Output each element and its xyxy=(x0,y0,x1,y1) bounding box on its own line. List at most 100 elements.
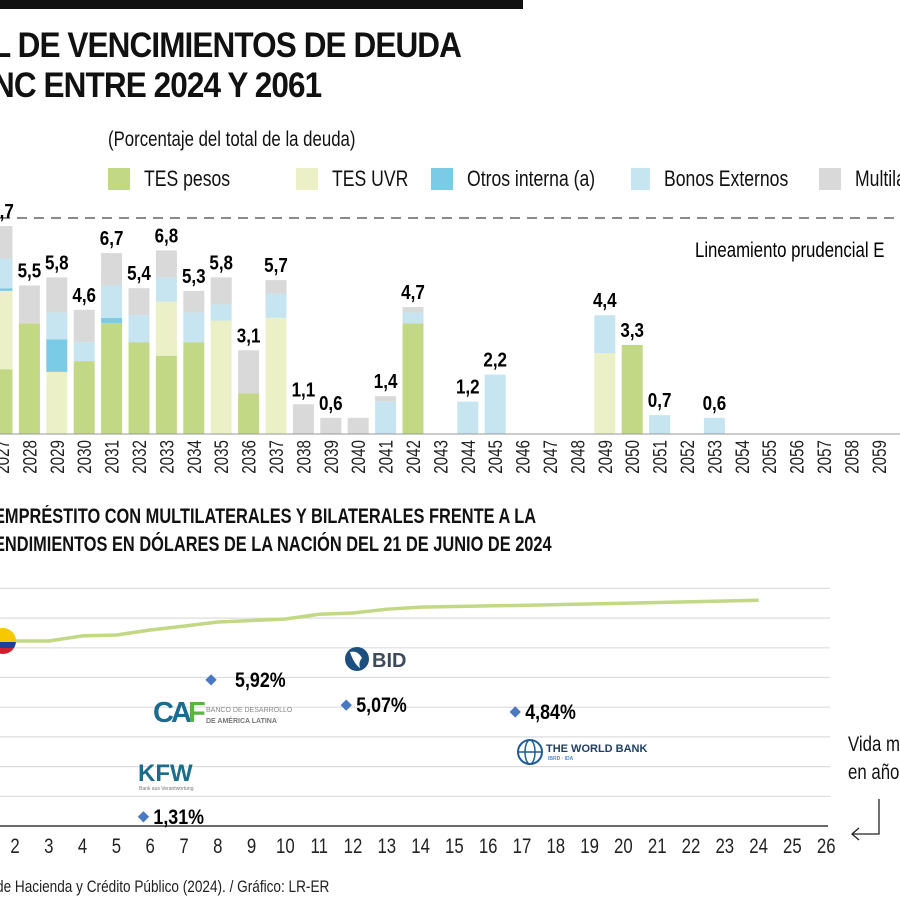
data-label-2044: 1,2 xyxy=(456,375,480,398)
x-tick-label-2045: 2045 xyxy=(485,440,507,474)
legend-swatch xyxy=(631,168,650,190)
x-tick-label-2038: 2038 xyxy=(293,440,315,474)
legend-item-bonos-externos: Bonos Externos xyxy=(631,166,819,192)
data-label-2032: 5,4 xyxy=(127,262,151,285)
reference-line-label: Lineamiento prudencial E xyxy=(695,239,884,262)
bar-segment-bonos-externos-2033 xyxy=(155,277,177,302)
x-tick-label-2041: 2041 xyxy=(375,440,397,474)
x-tick-label-2029: 2029 xyxy=(46,440,68,474)
point-label-caf: 5,92% xyxy=(235,669,286,693)
bar-segment-bonos-externos-2049 xyxy=(594,315,616,353)
x-tick-label-2043: 2043 xyxy=(430,440,452,474)
bar-segment-multilater-2034 xyxy=(183,290,205,313)
legend-label: Otros interna (a) xyxy=(467,166,596,191)
x-tick-label-22: 22 xyxy=(682,835,701,858)
bar-segment-multilater-2028 xyxy=(18,285,40,324)
bar-segment-tes-uvr-2033 xyxy=(155,301,177,356)
x-tick-label-3: 3 xyxy=(44,835,53,858)
subtitle: (Porcentaje del total de la deuda) xyxy=(108,128,356,151)
x-tick-label-2032: 2032 xyxy=(128,440,150,474)
bar-segment-tes-pesos-2027 xyxy=(0,369,13,434)
yield-curve-line xyxy=(15,598,759,643)
data-label-2045: 2,2 xyxy=(483,348,507,371)
bar-segment-bonos-externos-2041 xyxy=(375,401,397,434)
x-tick-label-2047: 2047 xyxy=(539,440,561,474)
x-tick-label-2057: 2057 xyxy=(813,440,835,474)
point-kfw xyxy=(137,811,150,823)
x-tick-label-2042: 2042 xyxy=(402,440,424,474)
x-tick-label-2055: 2055 xyxy=(759,440,781,474)
bar-segment-tes-uvr-2049 xyxy=(594,353,616,434)
x-tick-label-2050: 2050 xyxy=(622,440,644,474)
data-label-2050: 3,3 xyxy=(620,319,644,342)
svg-text:KFW: KFW xyxy=(138,760,193,787)
x-tick-label-2027: 2027 xyxy=(0,440,13,474)
axis-note-line-1: Vida m xyxy=(848,733,900,756)
x-tick-label-4: 4 xyxy=(78,835,88,858)
x-tick-label-2033: 2033 xyxy=(156,440,178,474)
legend-label: TES pesos xyxy=(144,166,231,191)
x-tick-label-2: 2 xyxy=(10,835,19,858)
data-label-2031: 6,7 xyxy=(100,227,124,250)
x-tick-label-2034: 2034 xyxy=(183,440,205,474)
legend-swatch xyxy=(108,168,130,190)
bar-segment-otros-interna-a--2031 xyxy=(101,317,123,324)
svg-text:CA: CA xyxy=(153,697,192,729)
bar-segment-multilater-2035 xyxy=(210,277,232,305)
bar-segment-multilater-2030 xyxy=(73,309,95,343)
legend-item-tes-uvr: TES UVR xyxy=(296,166,431,192)
x-tick-label-23: 23 xyxy=(715,835,734,858)
legend-item-otros-interna: Otros interna (a) xyxy=(431,166,631,192)
x-tick-label-2035: 2035 xyxy=(211,440,233,474)
bar-segment-multilater-2031 xyxy=(101,253,123,286)
bar-segment-tes-pesos-2030 xyxy=(73,361,95,434)
title-line-1: L DE VENCIMIENTOS DE DEUDA xyxy=(0,26,462,65)
x-tick-label-20: 20 xyxy=(614,835,633,858)
bar-segment-tes-pesos-2033 xyxy=(155,355,177,434)
top-rule xyxy=(0,0,523,9)
bar-segment-bonos-externos-2053 xyxy=(703,417,725,434)
x-tick-label-16: 16 xyxy=(479,835,498,858)
x-tick-label-5: 5 xyxy=(112,835,121,858)
colombia-flag-icon xyxy=(0,628,16,654)
bar-segment-tes-pesos-2042 xyxy=(402,323,424,434)
bar-segment-tes-pesos-2028 xyxy=(18,323,40,434)
bar-segment-tes-pesos-2031 xyxy=(101,323,123,434)
x-tick-label-2048: 2048 xyxy=(567,440,589,474)
legend-swatch xyxy=(296,168,318,190)
data-label-2030: 4,6 xyxy=(72,283,96,306)
x-tick-label-2040: 2040 xyxy=(348,440,370,474)
x-tick-label-13: 13 xyxy=(377,835,396,858)
kfw-logo: KFW Bank aus Verantwortung xyxy=(138,760,194,792)
bar-segment-multilater-2037 xyxy=(265,280,287,294)
title-line-2: NC ENTRE 2024 Y 2061 xyxy=(0,66,322,105)
bar-segment-tes-uvr-2027 xyxy=(0,290,13,370)
bar-segment-multilater-2039 xyxy=(320,417,342,434)
bar-segment-tes-uvr-2029 xyxy=(46,371,68,434)
x-tick-label-2044: 2044 xyxy=(457,440,479,474)
data-label-2029: 5,8 xyxy=(45,251,69,274)
x-tick-label-2046: 2046 xyxy=(512,440,534,474)
bar-segment-bonos-externos-2045 xyxy=(484,374,506,434)
bar-segment-multilater-2038 xyxy=(292,404,314,434)
x-tick-label-12: 12 xyxy=(344,835,363,858)
legend: TES pesos TES UVR Otros interna (a) Bono… xyxy=(108,166,900,192)
x-tick-label-2028: 2028 xyxy=(19,440,41,474)
data-label-2042: 4,7 xyxy=(401,281,425,304)
point-label-bid: 5,07% xyxy=(356,694,407,718)
bar-segment-multilater-2036 xyxy=(238,350,260,394)
bar-segment-multilater-2042 xyxy=(402,307,424,313)
x-tick-label-2058: 2058 xyxy=(841,440,863,474)
bottom-title-line-2: ENDIMIENTOS EN DÓLARES DE LA NACIÓN DEL … xyxy=(0,533,552,556)
bar-segment-multilater-2040 xyxy=(347,417,369,434)
bar-segment-tes-pesos-2034 xyxy=(183,342,205,434)
x-tick-label-11: 11 xyxy=(310,835,327,858)
x-tick-label-10: 10 xyxy=(276,835,295,858)
legend-swatch xyxy=(431,168,453,190)
bar-segment-tes-uvr-2037 xyxy=(265,317,287,434)
x-tick-label-2030: 2030 xyxy=(74,440,96,474)
bar-segment-tes-pesos-2032 xyxy=(128,342,150,434)
svg-text:Bank aus Verantwortung: Bank aus Verantwortung xyxy=(139,786,194,792)
bar-segment-bonos-externos-2034 xyxy=(183,312,205,343)
legend-swatch xyxy=(819,168,841,190)
